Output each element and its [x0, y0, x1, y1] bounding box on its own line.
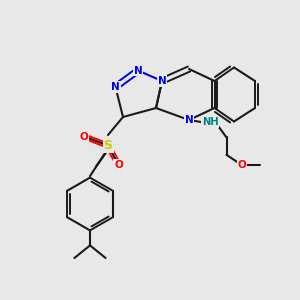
Text: N: N: [184, 115, 194, 125]
Text: N: N: [134, 65, 142, 76]
Text: O: O: [114, 160, 123, 170]
Text: N: N: [158, 76, 166, 86]
Text: O: O: [238, 160, 247, 170]
Text: NH: NH: [202, 117, 218, 128]
Text: O: O: [80, 131, 88, 142]
Text: S: S: [103, 139, 112, 152]
Text: N: N: [111, 82, 120, 92]
